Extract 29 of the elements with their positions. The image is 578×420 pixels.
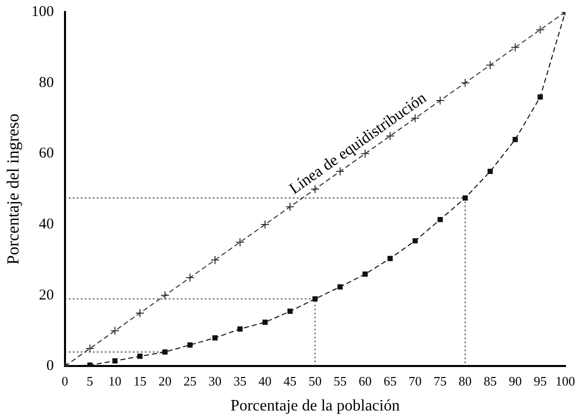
x-tick-label: 20 (158, 373, 172, 388)
x-tick-label: 55 (334, 373, 347, 388)
y-axis-title: Porcentaje del ingreso (4, 114, 23, 265)
x-tick-label: 30 (208, 373, 222, 388)
x-tick-label: 40 (258, 373, 272, 388)
y-tick-label: 100 (31, 4, 54, 20)
x-tick-label: 60 (358, 373, 372, 388)
x-tick-label: 85 (484, 373, 497, 388)
x-tick-label: 0 (62, 373, 68, 388)
x-tick-label: 35 (234, 373, 247, 388)
x-tick-label: 90 (508, 373, 522, 388)
y-tick-label: 60 (38, 146, 54, 162)
y-tick-label: 0 (46, 358, 54, 374)
x-tick-label: 65 (384, 373, 397, 388)
x-tick-label: 15 (133, 373, 146, 388)
x-tick-label: 95 (534, 373, 547, 388)
x-tick-label: 45 (284, 373, 297, 388)
y-tick-label: 80 (38, 74, 54, 91)
x-tick-label: 100 (556, 373, 575, 388)
x-tick-label: 10 (108, 373, 122, 388)
y-tick-label: 20 (38, 287, 54, 304)
x-tick-label: 25 (183, 373, 196, 388)
x-tick-label: 50 (308, 373, 322, 388)
x-tick-label: 70 (408, 373, 422, 388)
x-tick-label: 5 (86, 373, 94, 388)
x-tick-label: 75 (434, 373, 447, 388)
x-tick-label: 80 (458, 373, 472, 388)
x-axis-title: Porcentaje de la población (230, 398, 400, 415)
y-tick-label: 40 (38, 216, 54, 232)
